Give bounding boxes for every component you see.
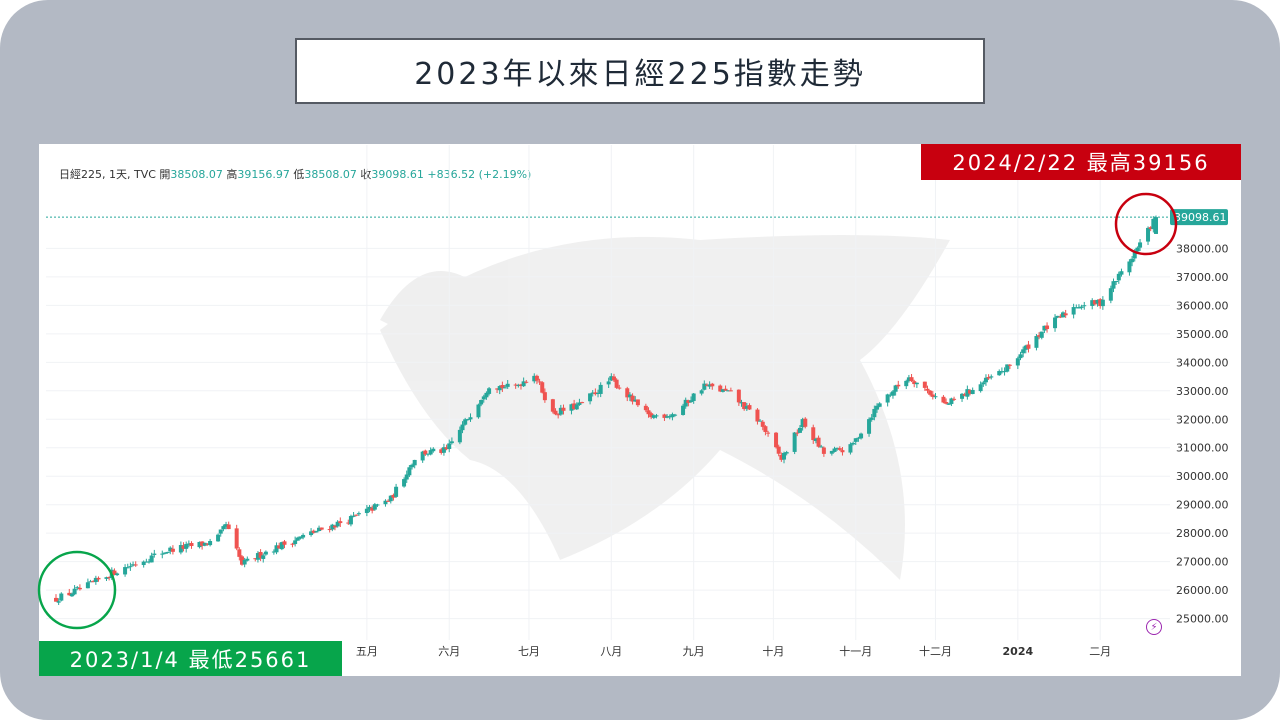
high-annotation: 2024/2/22 最高39156 bbox=[921, 144, 1241, 180]
symbol-label: 日經225, 1天, TVC bbox=[59, 168, 156, 181]
close-label: 收 bbox=[360, 168, 372, 181]
lightning-icon[interactable]: ⚡ bbox=[1146, 619, 1162, 635]
low-value: 38508.07 bbox=[304, 168, 357, 181]
chart-panel: 日經225, 1天, TVC 開38508.07 高39156.97 低3850… bbox=[39, 144, 1241, 676]
low-label: 低 bbox=[293, 168, 305, 181]
low-annotation: 2023/1/4 最低25661 bbox=[39, 641, 342, 676]
change-value: +836.52 (+2.19%) bbox=[427, 168, 532, 181]
ohlc-legend: 日經225, 1天, TVC 開38508.07 高39156.97 低3850… bbox=[59, 166, 531, 182]
high-label: 高 bbox=[226, 168, 238, 181]
chart-title: 2023年以來日經225指數走勢 bbox=[295, 38, 985, 104]
open-label: 開 bbox=[159, 168, 171, 181]
close-value: 39098.61 bbox=[371, 168, 424, 181]
open-value: 38508.07 bbox=[170, 168, 223, 181]
high-value: 39156.97 bbox=[237, 168, 290, 181]
